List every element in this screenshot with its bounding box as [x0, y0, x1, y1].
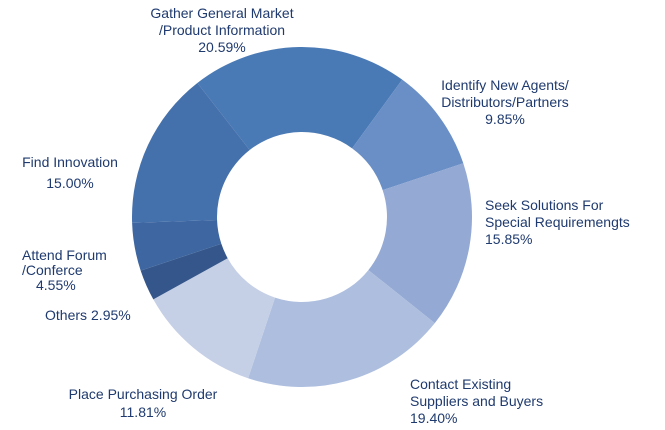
label-line: Find Innovation: [22, 154, 118, 170]
value-label: 4.55%: [36, 277, 76, 293]
label-line: /Conferce: [22, 262, 83, 278]
slice-label: Seek Solutions For Special Requiremengts 1…: [485, 197, 630, 247]
donut-slice: [140, 243, 228, 300]
donut-slice: [352, 79, 464, 191]
label-line: Identify New Agents/: [441, 77, 569, 93]
slice-label: Contact Existing Suppliers and Buyers 19.4…: [410, 376, 543, 426]
value-label: 15.00%: [46, 175, 93, 191]
donut-slice: [132, 219, 222, 271]
slice-label: Find Innovation 15.00%: [22, 154, 118, 191]
donut-slice: [132, 83, 250, 223]
value-label: 11.81%: [120, 404, 166, 420]
label-line: Place Purchasing Order: [69, 386, 218, 402]
slice-label: Place Purchasing Order 11.81%: [69, 386, 218, 420]
donut-slice: [248, 270, 435, 388]
label-line: Others: [45, 307, 87, 323]
donut-slice: [368, 163, 472, 324]
donut-slice: [153, 258, 276, 379]
slice-label: Identify New Agents/Distributors/Partner…: [441, 77, 569, 127]
label-line: Distributors/Partners: [441, 94, 569, 110]
slice-label: Attend Forum/Conferce 4.55%: [22, 247, 107, 293]
value-label: 19.40%: [410, 410, 457, 426]
label-line: Contact Existing: [410, 376, 511, 392]
slice-label: Gather General Market/Product Informatio…: [150, 5, 293, 55]
donut-slice: [197, 46, 403, 151]
label-line: Attend Forum: [22, 247, 107, 263]
value-label: 15.85%: [485, 231, 532, 247]
value-label: 20.59%: [198, 39, 245, 55]
label-line: Special Requiremengts: [485, 214, 630, 230]
slice-label: Others 2.95%: [45, 307, 131, 323]
value-label: 2.95%: [91, 307, 131, 323]
label-line: Suppliers and Buyers: [410, 393, 543, 409]
label-line: Gather General Market: [150, 5, 293, 21]
label-line: Seek Solutions For: [485, 197, 604, 213]
label-line: /Product Information: [159, 22, 285, 38]
value-label: 9.85%: [485, 111, 525, 127]
